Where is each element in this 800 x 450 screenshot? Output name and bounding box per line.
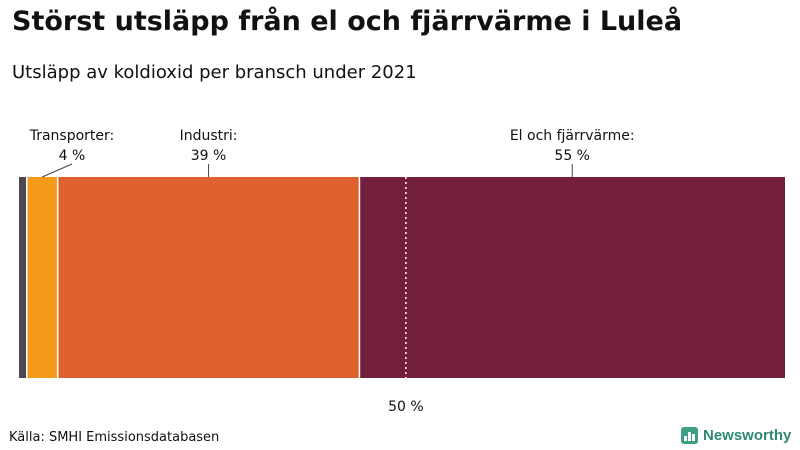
segment-name-label: Transporter: [29, 128, 115, 144]
segment-value-label: 55 % [554, 148, 590, 164]
segment-value-label: 4 % [59, 148, 86, 164]
brand-name: Newsworthy [703, 427, 792, 444]
segment-value-label: 39 % [191, 148, 227, 164]
bar-segment-0 [19, 177, 27, 378]
segment-name-label: El och fjärrvärme: [510, 128, 635, 144]
chart-title: Störst utsläpp från el och fjärrvärme i … [12, 6, 683, 37]
bar-segment-1 [26, 177, 58, 378]
bar-chart-icon [681, 427, 698, 444]
bar-segment-2 [57, 177, 360, 378]
brand-logo: Newsworthy [681, 427, 791, 444]
source-note: Källa: SMHI Emissionsdatabasen [9, 430, 220, 445]
segment-name-label: Industri: [180, 128, 238, 144]
label-leader-line [42, 163, 73, 178]
stacked-bar-chart: Transporter: 4 % Industri: 39 % El och fjärr… [19, 128, 785, 415]
reference-line-label: 50 % [388, 399, 424, 415]
chart-subtitle: Utsläpp av koldioxid per bransch under 2… [12, 62, 417, 83]
bar-segment-3 [359, 177, 785, 378]
